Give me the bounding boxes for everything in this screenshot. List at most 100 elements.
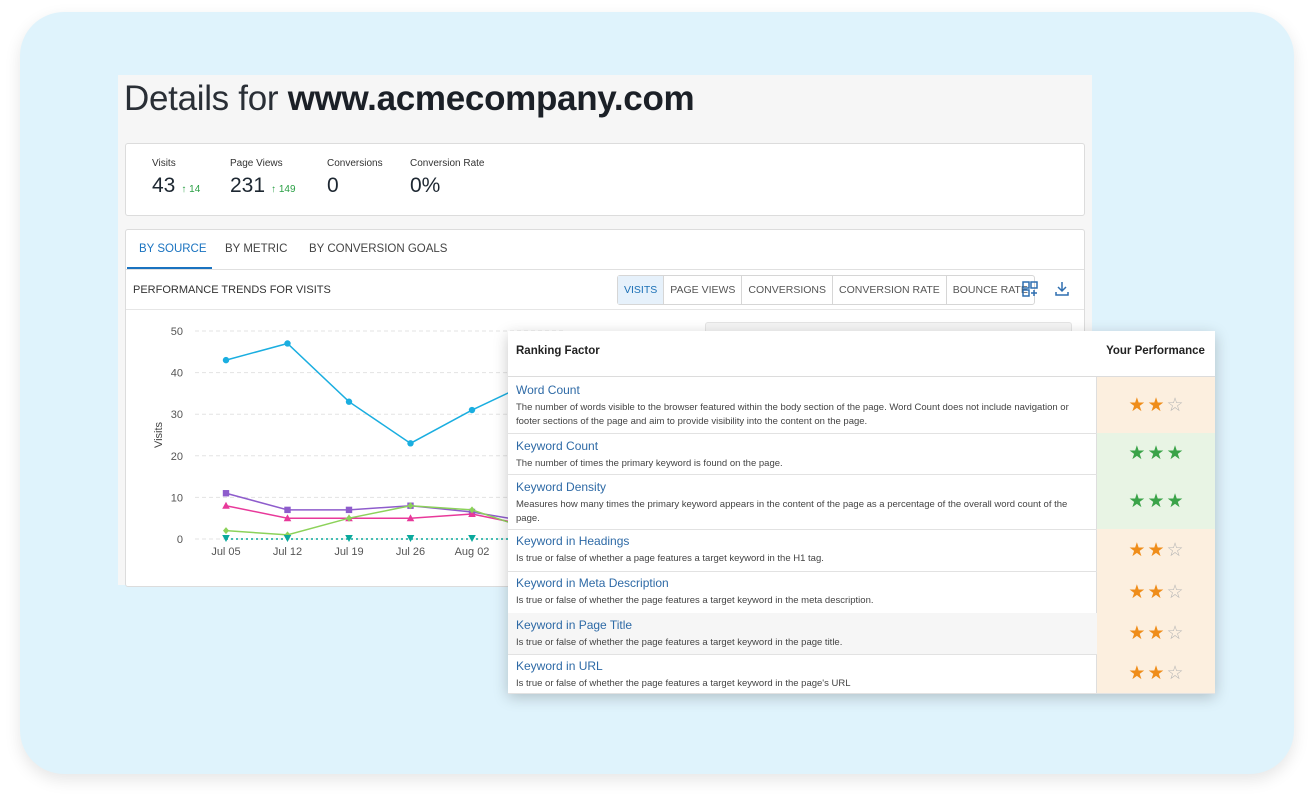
performance-rating: ★ ★ ★ [1097, 474, 1215, 529]
factor-name[interactable]: Keyword in Page Title [516, 618, 633, 632]
x-tick-label: Aug 02 [455, 546, 490, 558]
factor-name[interactable]: Keyword in Headings [516, 534, 630, 548]
tab-by-conversion-goals[interactable]: BY CONVERSION GOALS [309, 243, 448, 255]
factor-description: The number of times the primary keyword … [516, 458, 783, 469]
table-row: Keyword in Meta Description Is true or fa… [508, 571, 1215, 614]
factor-name[interactable]: Keyword in Meta Description [516, 576, 669, 590]
factor-description: Is true or false of whether a page featu… [516, 553, 824, 564]
data-point [222, 535, 230, 542]
x-tick-label: Jul 19 [334, 546, 363, 558]
tab-bar: BY SOURCE BY METRIC BY CONVERSION GOALS [126, 230, 1084, 270]
title-prefix: Details for [124, 79, 279, 118]
performance-rating: ★ ★ ☆ [1097, 529, 1215, 571]
star-empty-icon: ☆ [1166, 663, 1184, 684]
star-filled-icon: ★ [1128, 539, 1146, 561]
download-icon[interactable] [1053, 280, 1071, 298]
data-point [468, 510, 476, 518]
tab-by-source[interactable]: BY SOURCE [139, 243, 207, 255]
star-empty-icon: ☆ [1166, 394, 1184, 416]
col-ranking-factor: Ranking Factor [516, 345, 600, 357]
metric-visits-button[interactable]: VISITS [618, 276, 665, 304]
star-filled-icon: ★ [1128, 663, 1146, 684]
star-filled-icon: ★ [1128, 581, 1146, 603]
kpi-label: Conversion Rate [410, 158, 485, 169]
performance-rating: ★ ★ ☆ [1097, 613, 1215, 654]
metric-bounce-rate-button[interactable]: BOUNCE RATE [952, 284, 1028, 296]
table-header: Ranking Factor Your Performance [508, 331, 1215, 377]
kpi-value: 0% [410, 174, 441, 197]
data-point [407, 440, 414, 447]
star-filled-icon: ★ [1128, 443, 1146, 464]
data-point [283, 535, 292, 542]
star-filled-icon: ★ [1147, 663, 1165, 684]
star-filled-icon: ★ [1147, 491, 1165, 512]
data-point [468, 406, 476, 414]
kpi-card: Visits 43 ↑ 14 Page Views 231 ↑ 149 Conver… [125, 143, 1085, 216]
kpi-conversions: Conversions 0 [327, 158, 383, 198]
star-filled-icon: ★ [1147, 581, 1165, 603]
x-tick-label: Jul 26 [396, 546, 425, 558]
y-axis-label: Visits [153, 421, 165, 448]
data-point [346, 514, 352, 522]
data-point [345, 506, 353, 514]
factor-description: Is true or false of whether the page fea… [516, 637, 843, 648]
performance-rating: ★ ★ ★ [1097, 433, 1215, 474]
performance-rating: ★ ★ ☆ [1097, 654, 1215, 693]
y-tick-label: 10 [171, 492, 183, 504]
star-filled-icon: ★ [1128, 623, 1146, 644]
star-empty-icon: ☆ [1166, 623, 1184, 644]
factor-name[interactable]: Word Count [516, 383, 580, 397]
factor-description: Is true or false of whether the page fea… [516, 595, 874, 606]
y-tick-label: 30 [171, 409, 183, 421]
factor-name[interactable]: Keyword in URL [516, 659, 603, 673]
y-tick-label: 40 [171, 368, 183, 380]
kpi-conversion-rate: Conversion Rate 0% [410, 158, 484, 198]
kpi-delta: ↑ 149 [271, 184, 296, 195]
factor-name[interactable]: Keyword Count [516, 439, 599, 453]
data-point [283, 514, 292, 522]
y-tick-label: 50 [171, 326, 183, 338]
table-row: Keyword Count The number of times the pri… [508, 433, 1215, 475]
metric-page-views-button[interactable]: PAGE VIEWS [664, 276, 743, 304]
table-row: Keyword in Headings Is true or false of w… [508, 529, 1215, 572]
metric-conversion-rate-button[interactable]: CONVERSION RATE [833, 276, 947, 304]
data-point [469, 506, 475, 514]
table-row: Keyword in Page Title Is true or false of… [508, 613, 1215, 655]
series-line [225, 504, 534, 536]
data-point [284, 506, 291, 514]
star-filled-icon: ★ [1166, 491, 1184, 512]
data-point [406, 514, 415, 522]
star-filled-icon: ★ [1147, 623, 1165, 644]
metric-conversions-button[interactable]: CONVERSIONS [742, 276, 834, 304]
star-filled-icon: ★ [1147, 539, 1165, 561]
visits-line-chart: 0 10 20 30 40 50 Jul 05 Jul 12 Jul 19 Jul 26 Aug 0… [153, 326, 565, 558]
data-point [406, 535, 415, 542]
performance-rating: ★ ★ ☆ [1097, 377, 1215, 433]
trends-header: PERFORMANCE TRENDS FOR VISITS VISITS PAG… [126, 270, 1084, 310]
tab-by-metric[interactable]: BY METRIC [225, 243, 288, 255]
data-point [468, 535, 476, 542]
kpi-label: Conversions [327, 158, 383, 169]
factor-description: Is true or false of whether the page fea… [516, 678, 851, 689]
star-filled-icon: ★ [1166, 443, 1184, 464]
qr-code-icon[interactable] [1021, 280, 1039, 298]
kpi-value: 0 [327, 174, 339, 197]
kpi-page-views: Page Views 231 ↑ 149 [230, 158, 296, 198]
kpi-value: 231 [230, 174, 266, 197]
star-empty-icon: ☆ [1166, 581, 1184, 603]
active-tab-indicator [127, 267, 212, 269]
kpi-value: 43 [152, 174, 176, 197]
data-point [345, 398, 353, 405]
performance-column [1096, 331, 1216, 693]
table-row: Keyword Density Measures how many times t… [508, 474, 1215, 530]
data-point [407, 502, 414, 510]
factor-name[interactable]: Keyword Density [516, 480, 607, 494]
star-filled-icon: ★ [1128, 394, 1146, 416]
y-tick-label: 0 [177, 534, 183, 546]
kpi-label: Page Views [230, 158, 283, 169]
data-point [284, 340, 291, 347]
page-title: Details for www.acmecompany.com [124, 79, 695, 119]
series-line [225, 342, 534, 445]
data-point [222, 490, 230, 497]
factor-description: Measures how many times the primary keyw… [516, 499, 1068, 524]
